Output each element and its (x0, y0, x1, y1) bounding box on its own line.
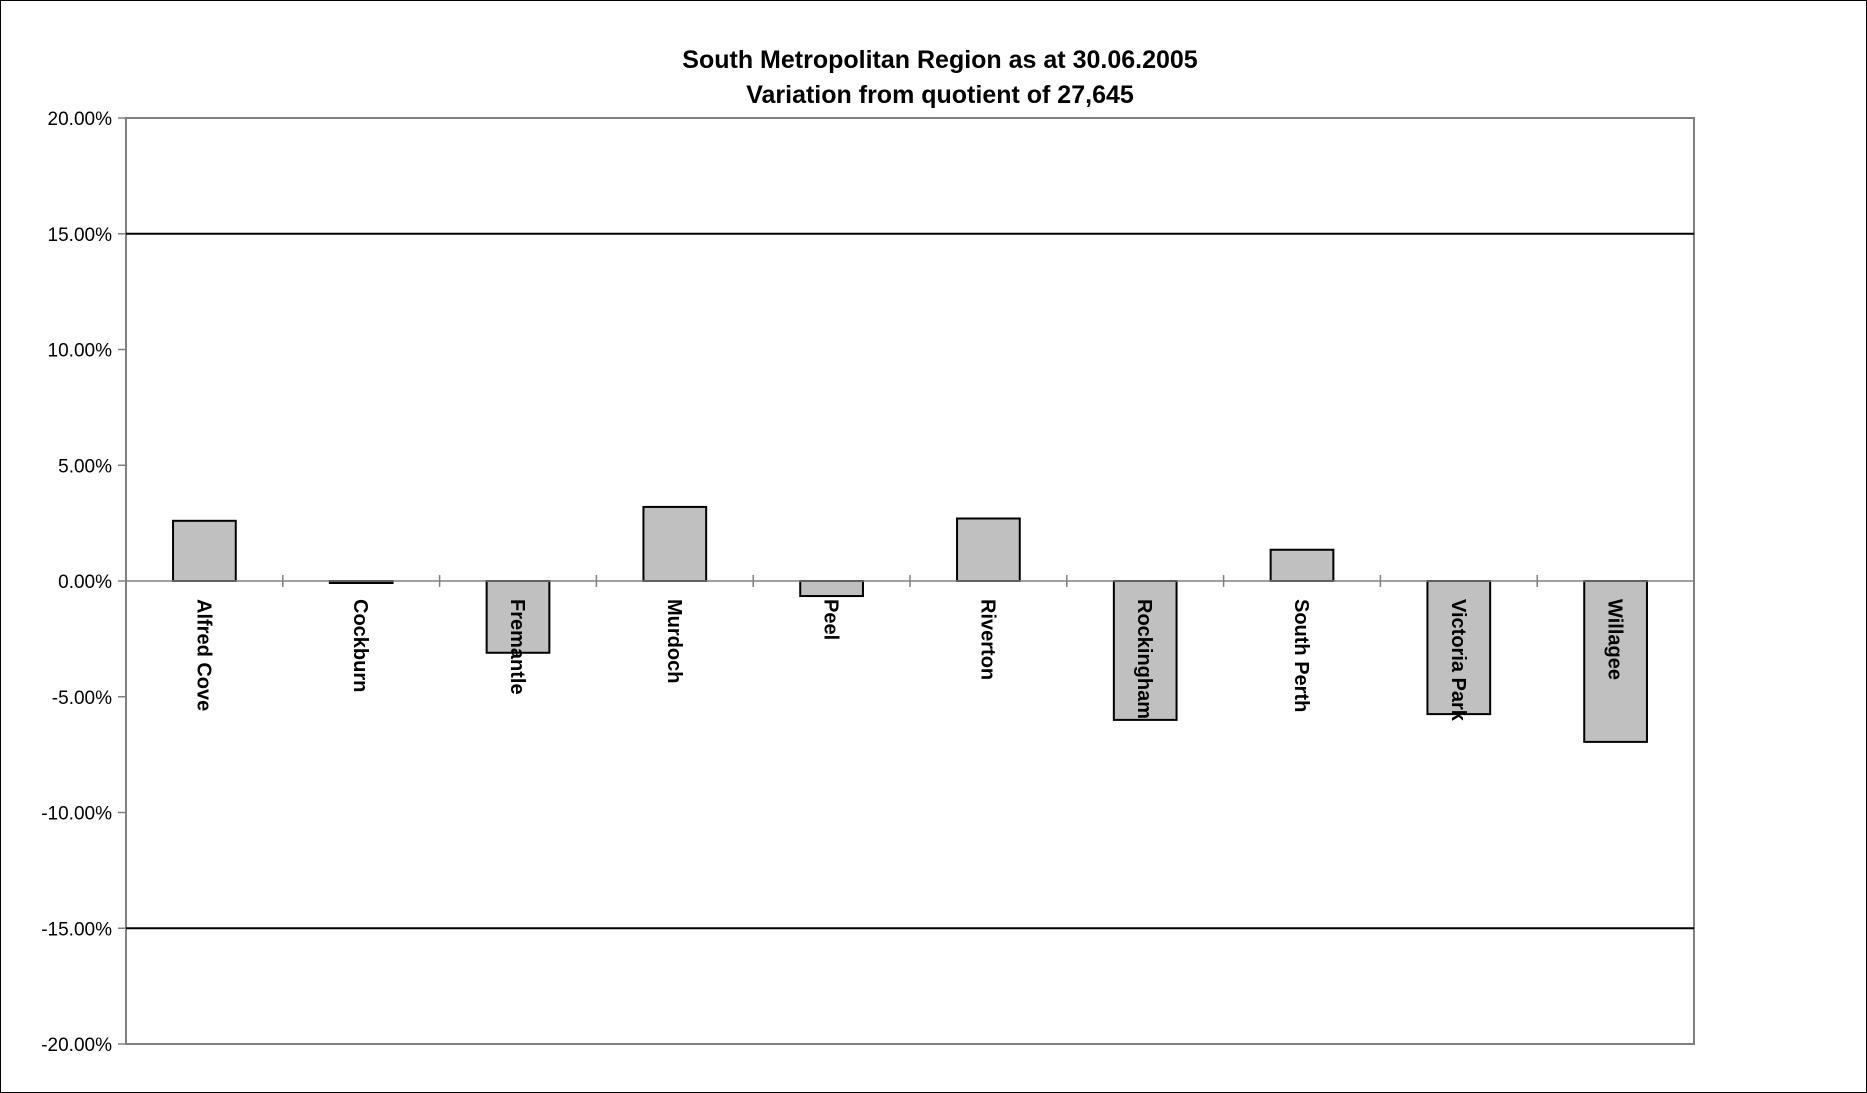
bar-9 (1583, 580, 1648, 743)
y-tick-label-1: 15.00% (48, 225, 113, 246)
category-labels: Alfred Cove Cockburn Fremantle Murdoch Peel R… (192, 599, 1625, 722)
bar-4 (799, 580, 864, 598)
y-tick-label-4: 0.00% (58, 572, 112, 593)
y-tick-label-3: 5.00% (58, 456, 112, 477)
y-axis: 20.00% 15.00% 10.00% 5.00% 0.00% -5.00% -10.00… (41, 109, 126, 1056)
chart-title-line-2: Variation from quotient of 27,645 (746, 81, 1134, 109)
y-tick-label-7: -15.00% (41, 919, 112, 940)
y-tick-label-6: -10.00% (41, 804, 112, 825)
bar-5 (956, 517, 1021, 582)
zero-axis (126, 575, 1695, 587)
y-tick-label-8: -20.00% (41, 1035, 112, 1056)
category-label-6: Rockingham (1133, 599, 1155, 719)
category-label-4: Peel (820, 599, 842, 640)
category-label-1: Cockburn (349, 599, 371, 692)
category-label-5: Riverton (976, 599, 998, 680)
category-label-0: Alfred Cove (192, 599, 214, 711)
category-label-2: Fremantle (506, 599, 528, 695)
y-tick-label-0: 20.00% (48, 109, 113, 130)
bar-3 (642, 505, 708, 583)
y-tick-label-5: -5.00% (52, 688, 112, 709)
category-label-3: Murdoch (663, 599, 685, 683)
y-tick-label-2: 10.00% (48, 341, 113, 362)
bar-7 (1269, 548, 1335, 582)
chart-title-line-1: South Metropolitan Region as at 30.06.20… (682, 46, 1198, 74)
category-label-9: Willagee (1604, 599, 1626, 680)
bars (172, 505, 1648, 743)
category-label-7: South Perth (1290, 599, 1312, 712)
reference-lines (126, 232, 1694, 930)
category-label-8: Victoria Park (1447, 599, 1469, 722)
bar-0 (172, 519, 237, 582)
bar-6 (1112, 580, 1178, 721)
bar-8 (1426, 580, 1492, 716)
